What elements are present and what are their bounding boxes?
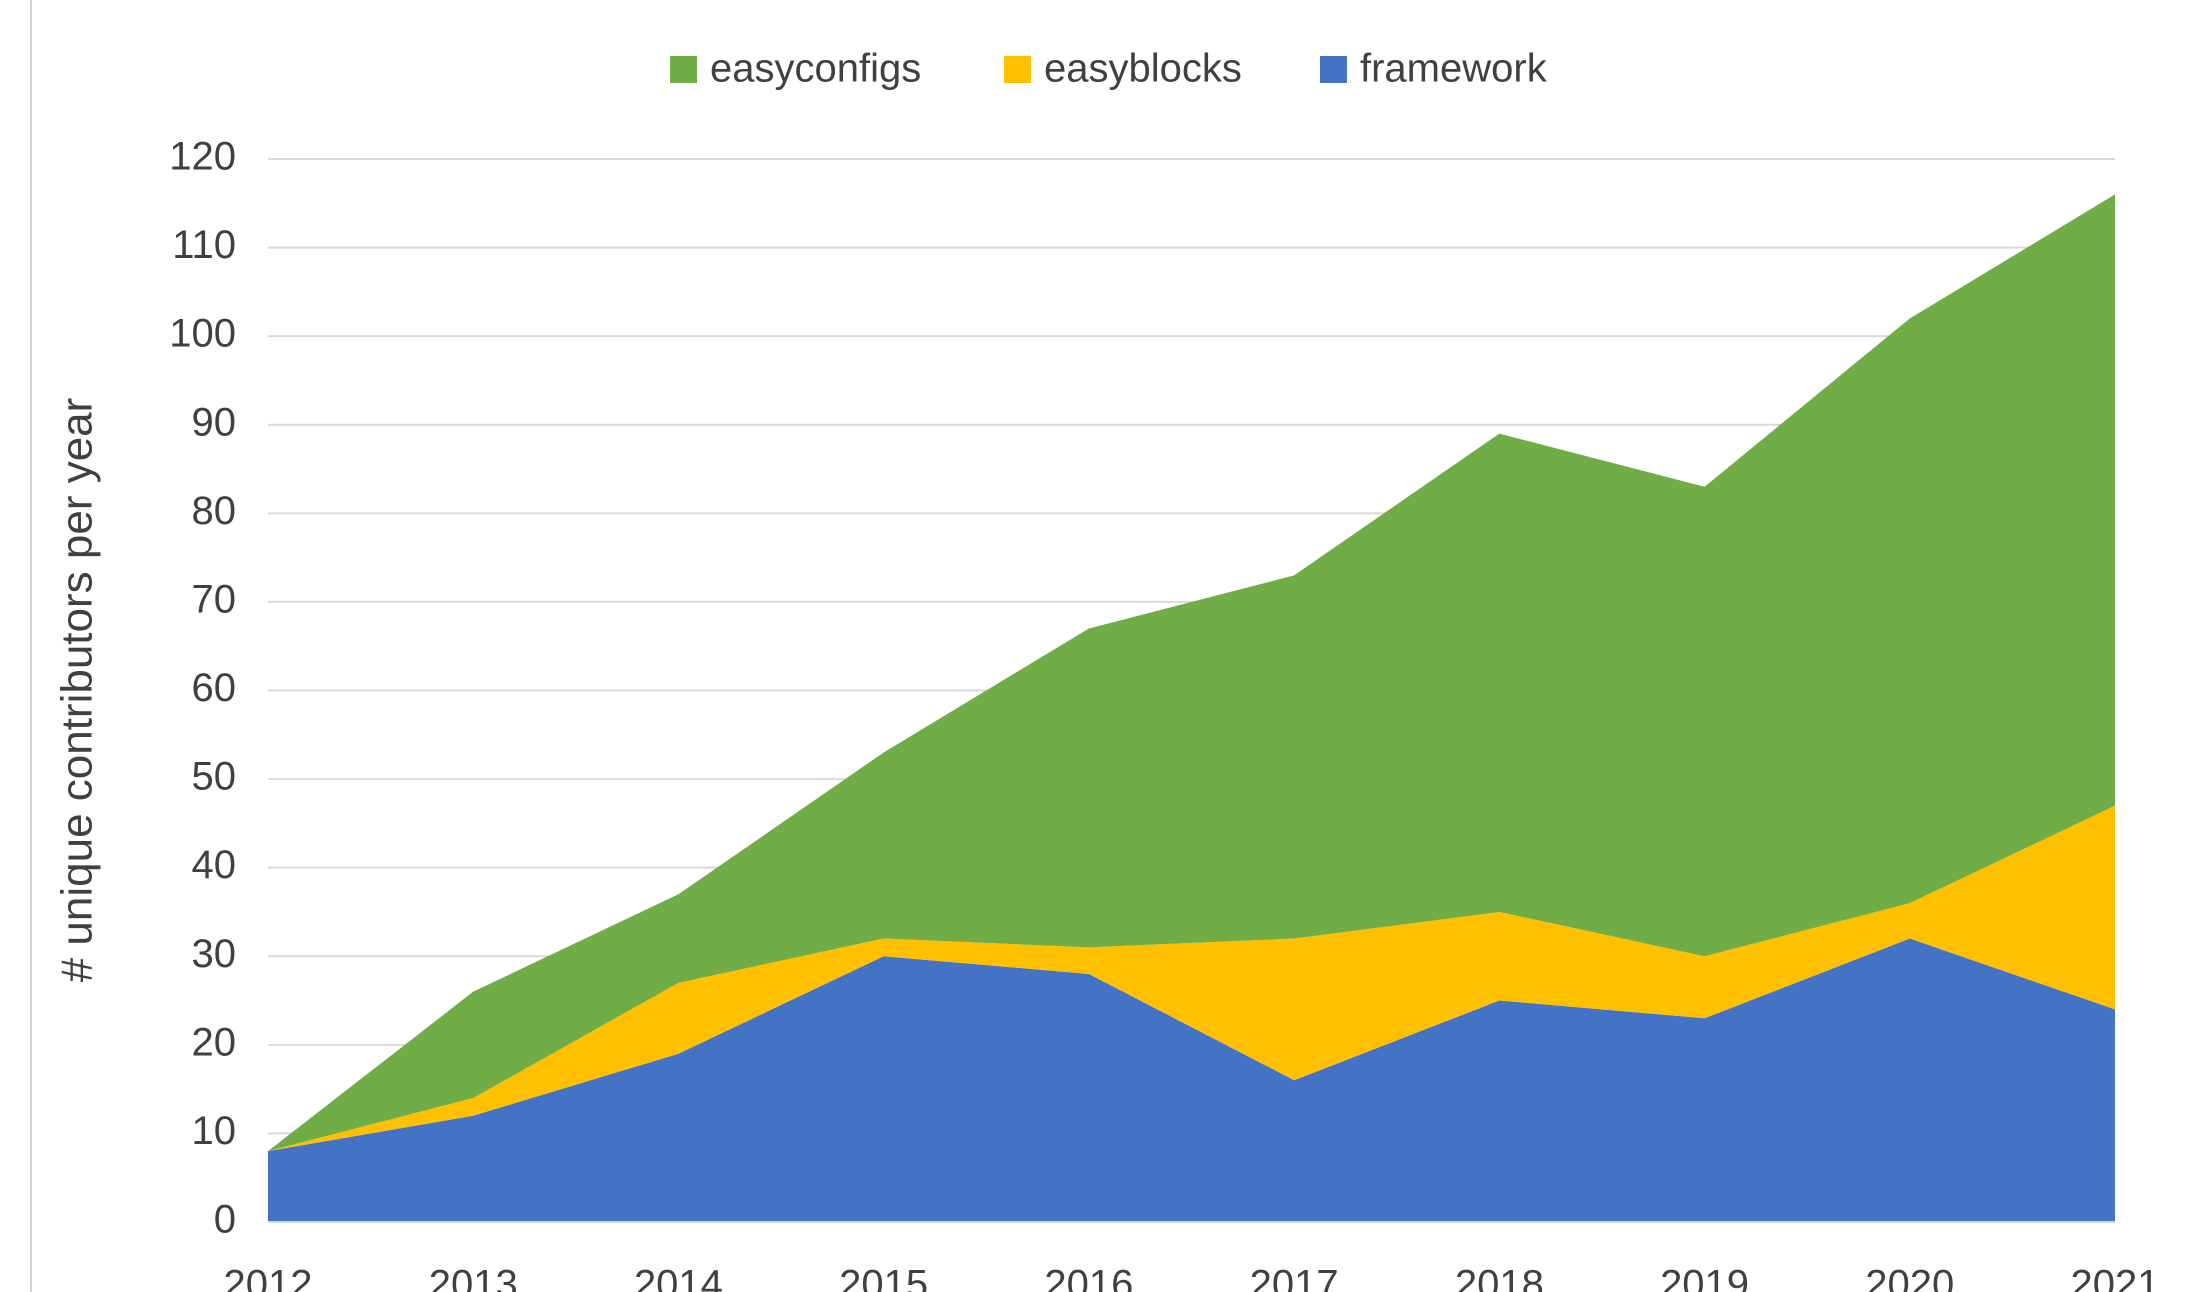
x-tick-label: 2015 xyxy=(839,1263,928,1292)
y-tick-label: 10 xyxy=(192,1109,237,1153)
x-tick-label: 2016 xyxy=(1044,1263,1133,1292)
x-tick-label: 2018 xyxy=(1455,1263,1544,1292)
y-tick-label: 100 xyxy=(169,312,236,356)
legend-swatch xyxy=(1004,56,1031,83)
y-tick-label: 90 xyxy=(192,400,237,444)
y-axis-label: # unique contributors per year xyxy=(53,398,102,983)
x-tick-label: 2017 xyxy=(1250,1263,1339,1292)
y-tick-label: 40 xyxy=(192,843,237,887)
area xyxy=(268,938,2115,1222)
y-tick-label: 20 xyxy=(192,1020,237,1064)
x-tick-label: 2013 xyxy=(429,1263,518,1292)
legend-swatch xyxy=(1320,56,1347,83)
area xyxy=(268,194,2115,1152)
y-tick-label: 0 xyxy=(214,1198,236,1242)
x-tick-label: 2012 xyxy=(224,1263,313,1292)
y-tick-label: 120 xyxy=(169,135,236,179)
y-tick-label: 80 xyxy=(192,489,237,533)
legend-label: easyblocks xyxy=(1044,47,1242,91)
x-tick-label: 2020 xyxy=(1865,1263,1954,1292)
y-tick-label: 70 xyxy=(192,577,237,621)
y-tick-label: 50 xyxy=(192,755,237,799)
legend-label: easyconfigs xyxy=(710,47,921,91)
x-tick-label: 2021 xyxy=(2071,1263,2160,1292)
area xyxy=(268,805,2115,1152)
legend-label: framework xyxy=(1360,47,1548,91)
legend-swatch xyxy=(670,56,697,83)
y-tick-label: 60 xyxy=(192,666,237,710)
x-tick-label: 2014 xyxy=(634,1263,723,1292)
x-tick-label: 2019 xyxy=(1660,1263,1749,1292)
y-tick-label: 110 xyxy=(172,223,236,267)
y-tick-label: 30 xyxy=(192,932,237,976)
